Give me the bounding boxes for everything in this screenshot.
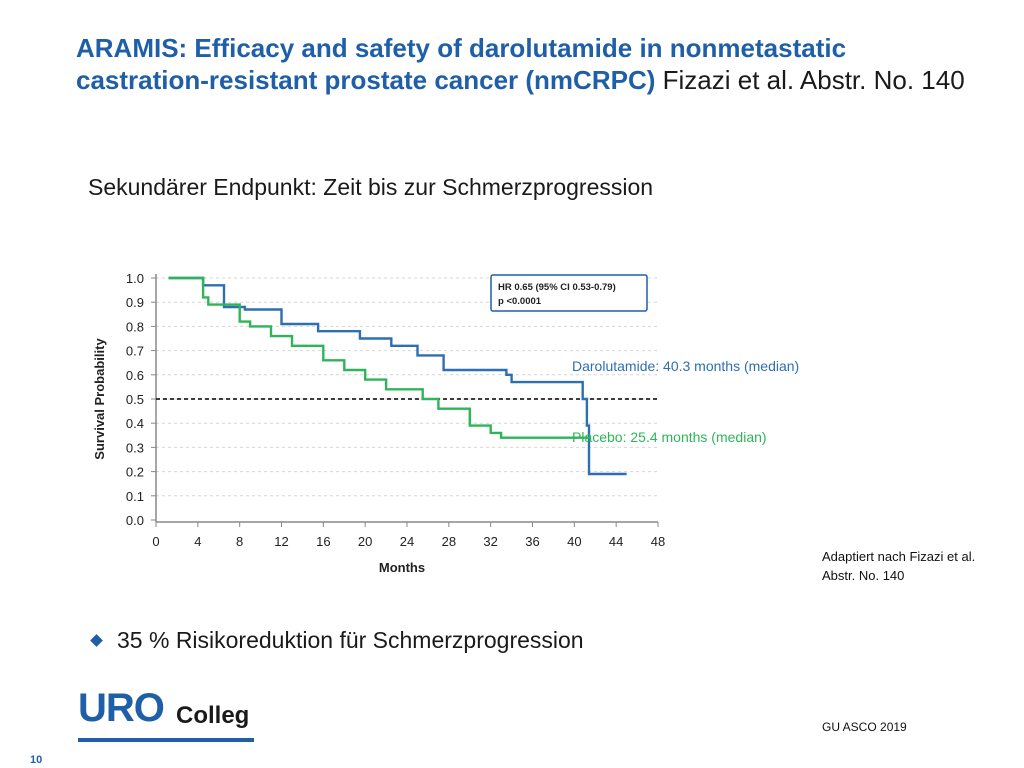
x-tick-label-4: 16 [316,534,330,549]
x-tick-label-0: 0 [152,534,159,549]
y-tick-label-9: 0.9 [126,295,144,310]
y-tick-label-6: 0.6 [126,368,144,383]
logo-colleg-text: Colleg [176,702,250,729]
hr-annotation-line2: p <0.0001 [498,296,542,307]
logo-underline [78,738,254,742]
source-note: Adaptiert nach Fizazi et al. Abstr. No. … [822,549,976,583]
x-axis-label: Months [379,560,425,575]
y-tick-label-4: 0.4 [126,416,144,431]
x-tick-label-6: 24 [400,534,414,549]
title-reference: Fizazi et al. Abstr. No. 140 [662,65,965,95]
x-tick-label-12: 48 [651,534,665,549]
title-main: ARAMIS: Efficacy and safety of darolutam… [76,33,847,95]
x-tick-label-10: 40 [567,534,581,549]
series-line-0 [168,276,627,476]
kaplan-meier-chart: 0.00.10.20.30.40.50.60.70.80.91.00 4 8 12 16… [92,271,799,575]
y-tick-label-8: 0.8 [126,319,144,334]
series-line-1 [168,276,590,439]
diamond-bullet-icon [90,634,103,647]
urocolleg-logo: URO Colleg [78,686,258,746]
slide-subtitle: Sekundärer Endpunkt: Zeit bis zur Schmer… [88,174,654,200]
y-tick-label-10: 1.0 [126,271,144,286]
y-tick-label-0: 0.0 [126,513,144,528]
conference-label: GU ASCO 2019 [822,720,907,734]
logo-uro-text: URO [78,686,165,730]
y-axis-label: Survival Probability [92,338,107,460]
y-tick-label-2: 0.2 [126,465,144,480]
bullet-text: 35 % Risikoreduktion für Schmerzprogress… [117,627,584,653]
x-tick-label-7: 28 [442,534,456,549]
y-tick-label-7: 0.7 [126,344,144,359]
y-tick-label-5: 0.5 [126,392,144,407]
y-tick-label-1: 0.1 [126,489,144,504]
x-tick-label-8: 32 [483,534,497,549]
x-tick-label-11: 44 [609,534,623,549]
x-tick-label-1: 4 [194,534,201,549]
x-tick-label-9: 36 [525,534,539,549]
hr-annotation-box [490,274,648,312]
bullet-point: 35 % Risikoreduktion für Schmerzprogress… [90,627,584,654]
page-number: 10 [30,754,43,766]
series-label-1: Placebo: 25.4 months (median) [572,429,767,445]
x-tick-label-3: 12 [274,534,288,549]
x-tick-label-5: 20 [358,534,372,549]
series-label-0: Darolutamide: 40.3 months (median) [572,358,799,374]
y-tick-label-3: 0.3 [126,440,144,455]
x-tick-label-2: 8 [236,534,243,549]
slide-title: ARAMIS: Efficacy and safety of darolutam… [76,32,976,96]
hr-annotation-line1: HR 0.65 (95% CI 0.53-0.79) [498,282,616,293]
